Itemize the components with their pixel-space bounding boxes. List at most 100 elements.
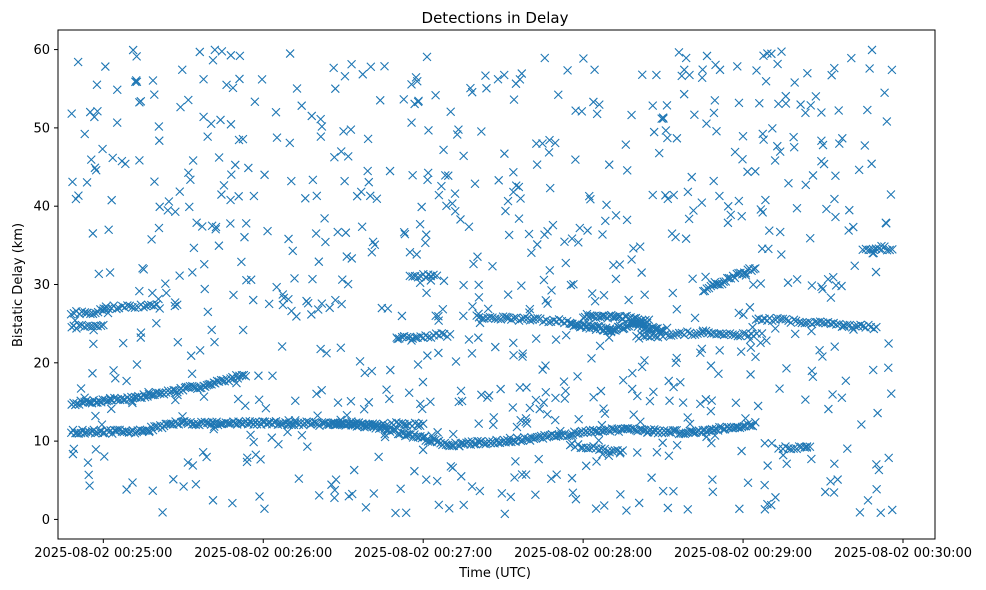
scatter-point [767,124,777,133]
scatter-point [710,277,720,287]
scatter-point [746,370,755,379]
scatter-point [439,276,449,286]
scatter-point [805,442,815,452]
scatter-point [450,189,460,198]
scatter-point [86,155,96,165]
scatter-point [789,444,799,453]
scatter-point [522,383,531,392]
scatter-point [658,438,668,448]
scatter-point [807,281,817,290]
scatter-point [168,474,178,484]
scatter-point [499,70,509,80]
scatter-point [241,275,251,285]
scatter-point [860,141,870,150]
scatter-point [538,139,547,148]
scatter-point [876,508,886,518]
scatter-point [761,195,770,205]
scatter-point [662,133,672,143]
scatter-point [241,218,251,228]
scatter-point [188,461,198,470]
scatter-point [91,411,100,421]
scatter-point [675,377,685,387]
scatter-point [494,175,504,185]
scatter-point [644,315,654,325]
scatter-point [586,194,595,204]
scatter-point [802,442,812,451]
scatter-point [575,223,585,233]
scatter-point [589,392,599,402]
scatter-point [272,282,282,292]
scatter-point [561,386,571,396]
scatter-point [195,346,205,355]
scatter-point [443,171,453,181]
scatter-point [467,87,477,97]
scatter-point [68,449,78,459]
scatter-point [762,49,772,58]
scatter-point [829,488,839,497]
scatter-point [380,429,390,439]
scatter-point [772,141,782,151]
scatter-point [191,420,201,430]
scatter-point [355,356,365,366]
scatter-point [745,302,755,312]
scatter-point [408,170,418,180]
scatter-point [518,349,528,359]
scatter-point [417,202,427,212]
scatter-point [368,237,378,247]
scatter-point [637,362,647,372]
scatter-point [316,344,326,354]
scatter-point [715,280,724,289]
scatter-point [506,315,516,324]
scatter-point [341,228,351,238]
scatter-point [777,47,786,57]
scatter-point [789,315,799,325]
scatter-point [750,264,760,273]
scatter-point [382,385,391,395]
scatter-marks [66,45,897,519]
scatter-point [80,129,90,139]
scatter-point [599,290,609,300]
scatter-point [574,414,584,424]
scatter-point [568,488,578,498]
scatter-point [423,437,433,446]
scatter-point [380,61,389,71]
scatter-point [400,229,410,239]
scatter-point [421,475,431,484]
y-tick-label: 0 [42,513,50,528]
scatter-point [290,415,300,425]
scatter-point [330,295,340,305]
scatter-point [781,91,791,101]
scatter-point [581,461,591,471]
scatter-point [202,452,212,462]
scatter-point [523,314,532,323]
scatter-point [818,352,827,361]
scatter-point [437,181,446,191]
scatter-point [272,133,282,143]
scatter-point [249,437,259,447]
scatter-point [723,201,733,211]
scatter-point [759,51,768,61]
scatter-point [684,214,694,224]
scatter-point [514,214,524,224]
scatter-point [264,299,274,309]
scatter-point [148,486,158,496]
scatter-point [579,54,588,63]
scatter-point [801,180,811,190]
scatter-point [423,168,433,178]
scatter-point [640,290,650,300]
scatter-point [508,403,518,412]
scatter-point [122,485,131,494]
scatter-point [706,438,716,448]
scatter-point [535,404,545,414]
scatter-point [88,229,98,238]
scatter-point [473,333,483,343]
scatter-point [488,261,497,271]
scatter-point [250,97,260,107]
scatter-point [396,484,406,494]
scatter-point [830,194,839,204]
scatter-point [352,191,362,201]
scatter-point [216,115,225,125]
scatter-point [103,308,113,318]
scatter-point [254,395,264,405]
scatter-point [681,234,691,244]
